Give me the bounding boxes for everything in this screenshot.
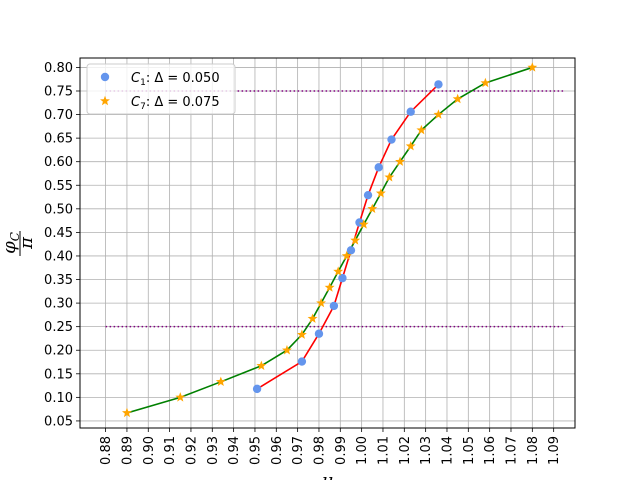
y-axis-ticks: 0.05 0.10 0.15 0.20 0.25 0.30 0.35 0.40 0.45 0.50…: [44, 61, 80, 429]
x-tick-label: 1.03: [419, 436, 434, 465]
x-tick-label: 1.08: [526, 436, 541, 465]
legend-label-subscript: 1: [140, 78, 146, 88]
legend-label-prefix: C: [131, 71, 141, 86]
x-tick-label: 1.06: [483, 436, 498, 465]
series-2-point: [121, 407, 132, 418]
y-tick-label: 0.65: [44, 132, 73, 147]
series-1-point: [329, 301, 339, 311]
series-2-point: [350, 235, 361, 245]
y-tick-label: 0.75: [44, 84, 73, 99]
series-2-point: [375, 188, 386, 198]
series-1-point: [387, 135, 396, 144]
series-2-point: [256, 360, 267, 370]
series-1-point: [374, 163, 383, 172]
series-2-point: [307, 313, 318, 323]
legend-label-prefix: C: [131, 95, 141, 110]
series-2-point: [395, 156, 405, 166]
series-1-point: [406, 107, 415, 116]
legend-label-1: C1: Δ = 0.050: [131, 71, 220, 88]
x-tick-label: 0.98: [312, 436, 327, 465]
x-tick-label: 1.07: [504, 436, 519, 465]
plot-frame: [79, 57, 576, 429]
series-2-point: [316, 297, 327, 308]
series-1-point: [434, 80, 443, 89]
legend-marker-2: [100, 95, 110, 106]
series-2-point: [282, 345, 292, 355]
y-tick-label: 0.10: [44, 391, 73, 406]
x-tick-label: 1.02: [398, 436, 413, 465]
x-tick-label: 0.89: [120, 436, 135, 465]
series-2-point: [175, 392, 186, 402]
x-tick-label: 1.00: [355, 436, 370, 465]
legend-label-suffix: : Δ = 0.075: [146, 95, 220, 110]
x-tick-label: 0.95: [248, 436, 263, 465]
legend-label-suffix: : Δ = 0.050: [146, 71, 220, 86]
x-tick-label: 0.88: [99, 436, 114, 465]
x-tick-label: 1.01: [376, 436, 391, 465]
series-2-point: [527, 62, 538, 72]
x-tick-label: 0.96: [270, 436, 285, 465]
series-2-point: [358, 219, 369, 229]
series-markers: [121, 62, 538, 418]
series-1-point: [252, 384, 262, 394]
x-tick-label: 0.94: [227, 436, 242, 465]
grid: [80, 58, 575, 428]
y-axis-label-subscript: C: [8, 232, 22, 241]
legend-marker-1: [100, 72, 110, 82]
x-axis-label: μ: [322, 470, 334, 480]
y-axis-label-denominator: π: [16, 236, 37, 250]
y-axis-label-symbol: φ: [0, 241, 20, 254]
x-tick-label: 0.99: [334, 436, 349, 465]
y-tick-label: 0.20: [44, 344, 73, 359]
legend-label-subscript: 7: [140, 102, 146, 112]
series-2-point: [405, 140, 416, 151]
y-tick-label: 0.35: [44, 273, 73, 288]
series-2-point: [215, 376, 226, 387]
y-tick-label: 0.50: [44, 202, 73, 217]
y-axis-label-numerator: φC: [0, 232, 22, 254]
series-1-point: [314, 329, 324, 338]
y-tick-label: 0.25: [44, 320, 73, 335]
y-tick-label: 0.80: [44, 61, 73, 76]
series-1-point: [338, 273, 347, 283]
x-tick-label: 0.93: [206, 436, 221, 465]
legend-box: [86, 63, 236, 115]
series-2-point: [433, 109, 444, 119]
y-tick-label: 0.15: [44, 367, 73, 382]
x-tick-label: 1.04: [440, 436, 455, 465]
series-2-point: [452, 93, 463, 104]
x-tick-label: 0.90: [142, 436, 157, 465]
series-2-point: [341, 250, 352, 261]
y-tick-label: 0.55: [44, 179, 73, 194]
x-axis-ticks: 0.88 0.89 0.90 0.91 0.92 0.93 0.94 0.95 0.96 0.97…: [99, 428, 562, 465]
series-2-point: [416, 124, 427, 135]
y-tick-label: 0.45: [44, 226, 73, 241]
y-tick-label: 0.60: [44, 155, 73, 170]
x-tick-label: 0.92: [184, 436, 199, 465]
y-tick-label: 0.40: [44, 249, 73, 264]
y-tick-label: 0.30: [44, 297, 73, 312]
series-2-point: [296, 329, 307, 339]
series-1-point: [346, 246, 356, 255]
y-axis-label: φC π: [0, 231, 37, 256]
x-tick-label: 1.05: [462, 436, 477, 465]
x-tick-label: 0.91: [163, 436, 178, 465]
legend-label-2: C7: Δ = 0.075: [131, 95, 220, 112]
y-tick-label: 0.05: [44, 414, 73, 429]
series-2-point: [384, 172, 395, 182]
series-1-point: [297, 357, 307, 366]
series-2-point: [480, 77, 491, 88]
y-tick-label: 0.70: [44, 108, 73, 123]
series-1-point: [363, 190, 373, 200]
series-2-point: [324, 282, 335, 292]
x-tick-label: 0.97: [291, 436, 306, 465]
series-2-point: [367, 203, 378, 214]
series-2-point: [333, 266, 344, 276]
x-tick-label: 1.09: [547, 436, 562, 465]
